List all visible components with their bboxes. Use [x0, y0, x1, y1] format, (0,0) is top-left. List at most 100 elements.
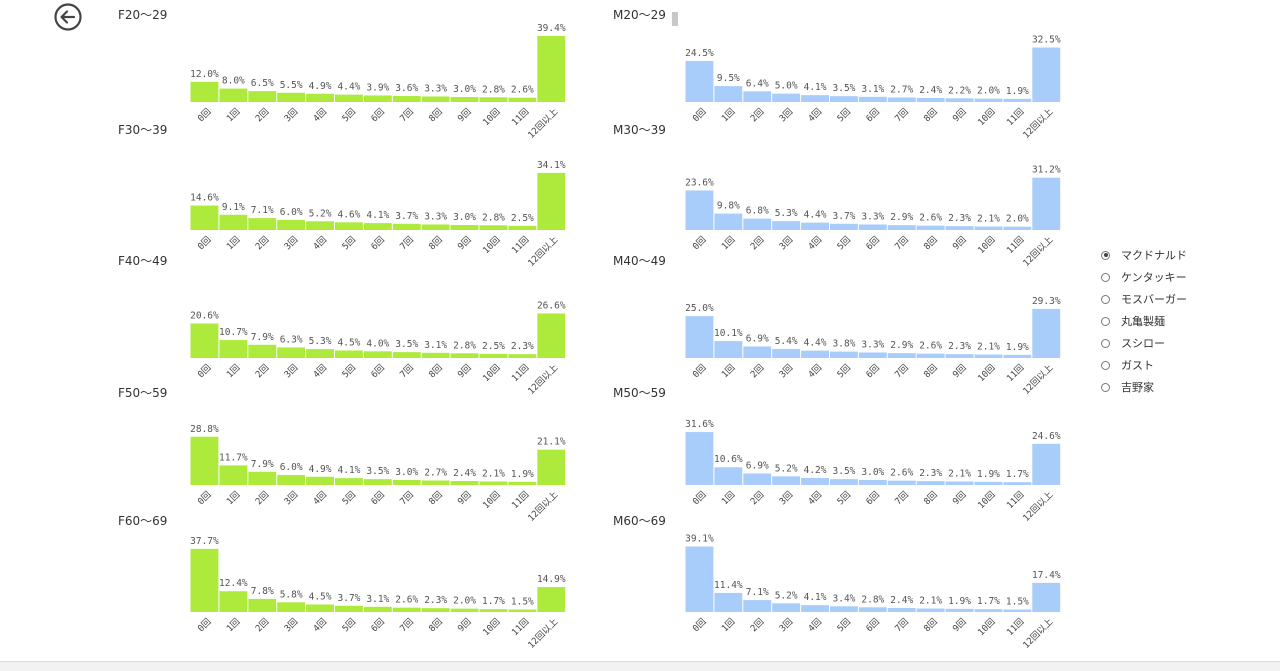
bar[interactable]	[392, 352, 421, 358]
bar[interactable]	[479, 481, 508, 485]
bar[interactable]	[1032, 47, 1061, 102]
bar[interactable]	[508, 225, 537, 230]
bar[interactable]	[392, 223, 421, 230]
bar[interactable]	[277, 474, 306, 485]
bar[interactable]	[335, 478, 363, 485]
bar[interactable]	[479, 609, 508, 612]
bar[interactable]	[277, 219, 306, 230]
bar[interactable]	[801, 222, 829, 230]
bar[interactable]	[479, 97, 508, 102]
bar[interactable]	[537, 172, 566, 230]
bar[interactable]	[335, 605, 363, 612]
bar[interactable]	[714, 86, 743, 102]
bar[interactable]	[219, 214, 248, 230]
bar[interactable]	[450, 353, 479, 358]
bar[interactable]	[363, 223, 392, 230]
bar[interactable]	[887, 607, 916, 612]
bar[interactable]	[974, 98, 1003, 102]
bar[interactable]	[714, 592, 743, 612]
bar[interactable]	[508, 97, 537, 102]
bar[interactable]	[479, 225, 508, 230]
bar[interactable]	[537, 587, 566, 612]
bar[interactable]	[945, 98, 974, 102]
bar[interactable]	[219, 88, 248, 102]
bar[interactable]	[887, 353, 916, 358]
bar[interactable]	[772, 221, 801, 230]
bar[interactable]	[685, 546, 714, 612]
bar[interactable]	[190, 81, 219, 102]
bar[interactable]	[248, 471, 277, 485]
bar[interactable]	[248, 91, 277, 102]
bar[interactable]	[743, 473, 772, 485]
bar[interactable]	[772, 348, 801, 358]
bar[interactable]	[421, 96, 450, 102]
bar[interactable]	[858, 352, 887, 358]
bar[interactable]	[830, 351, 858, 358]
bar[interactable]	[801, 605, 829, 612]
bar[interactable]	[743, 218, 772, 230]
bar[interactable]	[801, 95, 829, 102]
bar[interactable]	[743, 346, 772, 358]
bar[interactable]	[685, 190, 714, 230]
bar[interactable]	[743, 91, 772, 102]
bar[interactable]	[772, 93, 801, 102]
bar[interactable]	[363, 95, 392, 102]
bar[interactable]	[916, 481, 945, 485]
bar[interactable]	[772, 476, 801, 485]
bar[interactable]	[190, 323, 219, 358]
brand-option-mcdonalds[interactable]: マクドナルド	[1101, 244, 1187, 266]
bar[interactable]	[190, 205, 219, 230]
bar[interactable]	[743, 600, 772, 612]
bar[interactable]	[974, 481, 1003, 485]
bar[interactable]	[974, 609, 1003, 612]
bar[interactable]	[916, 97, 945, 102]
brand-option-sushiro[interactable]: スシロー	[1101, 332, 1187, 354]
bar[interactable]	[1032, 582, 1061, 612]
bar[interactable]	[685, 432, 714, 485]
bar[interactable]	[858, 479, 887, 485]
bar[interactable]	[858, 607, 887, 612]
bar[interactable]	[830, 479, 858, 485]
bar[interactable]	[537, 449, 566, 485]
bar[interactable]	[714, 213, 743, 230]
bar[interactable]	[916, 353, 945, 358]
bar[interactable]	[1003, 226, 1032, 230]
bar[interactable]	[1003, 354, 1032, 358]
bar[interactable]	[1032, 308, 1061, 358]
bar[interactable]	[277, 602, 306, 612]
bar[interactable]	[685, 60, 714, 102]
scroll-handle[interactable]	[672, 12, 678, 26]
bar[interactable]	[392, 607, 421, 612]
bar[interactable]	[335, 94, 363, 102]
arrow-left-circle-icon[interactable]	[53, 2, 83, 32]
bar[interactable]	[537, 36, 566, 102]
bar[interactable]	[830, 606, 858, 612]
bar[interactable]	[830, 223, 858, 230]
bar[interactable]	[945, 354, 974, 358]
bar[interactable]	[801, 477, 829, 485]
bar[interactable]	[421, 224, 450, 230]
bar[interactable]	[1003, 482, 1032, 485]
bar[interactable]	[190, 548, 219, 612]
bar[interactable]	[190, 436, 219, 485]
bar[interactable]	[450, 480, 479, 485]
bar[interactable]	[685, 316, 714, 358]
bar[interactable]	[945, 481, 974, 485]
bar[interactable]	[830, 96, 858, 102]
bar[interactable]	[306, 349, 334, 358]
brand-option-gusto[interactable]: ガスト	[1101, 354, 1187, 376]
bar[interactable]	[248, 218, 277, 230]
bar[interactable]	[392, 479, 421, 485]
bar[interactable]	[335, 222, 363, 230]
bar[interactable]	[887, 97, 916, 102]
bar[interactable]	[887, 225, 916, 230]
bar[interactable]	[858, 96, 887, 102]
bar[interactable]	[1032, 443, 1061, 485]
bar[interactable]	[248, 598, 277, 612]
bar[interactable]	[219, 465, 248, 485]
bar[interactable]	[363, 606, 392, 612]
bar[interactable]	[974, 354, 1003, 358]
bar[interactable]	[945, 608, 974, 612]
bar[interactable]	[363, 479, 392, 485]
bar[interactable]	[219, 340, 248, 358]
